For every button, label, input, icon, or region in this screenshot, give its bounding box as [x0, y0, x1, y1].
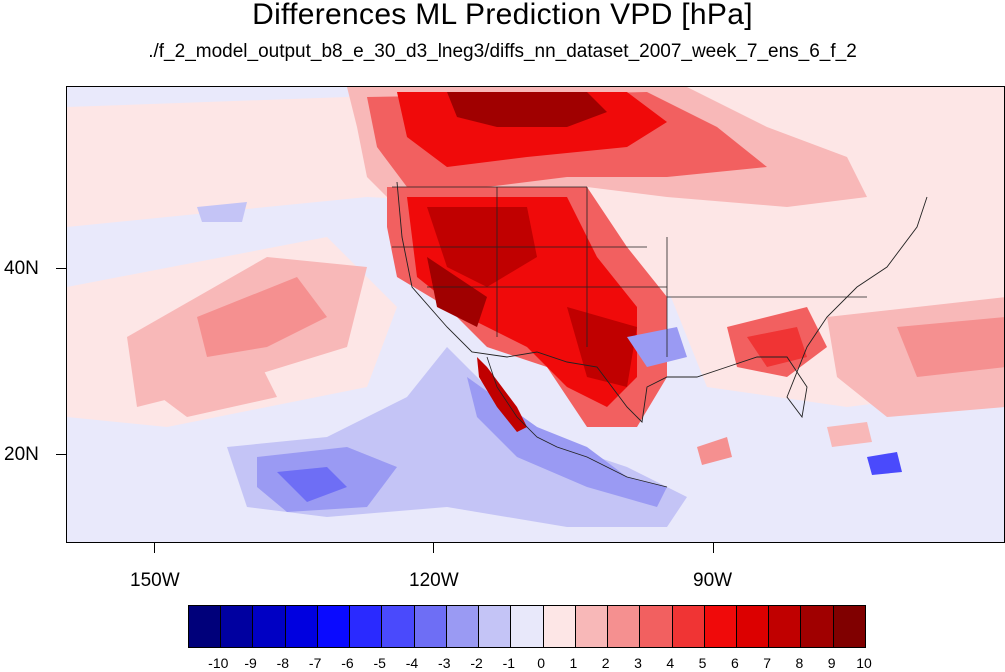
colorbar-label: 7	[763, 655, 772, 671]
colorbar	[188, 605, 866, 648]
lat-label-40n: 40N	[4, 258, 39, 279]
lon-label-90w: 90W	[693, 570, 733, 591]
colorbar-box	[608, 606, 641, 647]
colorbar-box	[769, 606, 802, 647]
colorbar-box	[801, 606, 834, 647]
colorbar-box	[704, 606, 737, 647]
colorbar-label: -6	[341, 655, 354, 671]
colorbar-box	[543, 606, 576, 647]
colorbar-box	[575, 606, 609, 647]
colorbar-box	[350, 606, 383, 647]
colorbar-box	[285, 606, 318, 647]
colorbar-box	[511, 606, 544, 647]
colorbar-label: -9	[244, 655, 257, 671]
map-panel	[66, 86, 1005, 543]
colorbar-box	[640, 606, 673, 647]
colorbar-label: 3	[634, 655, 642, 671]
colorbar-label: -7	[308, 655, 322, 671]
lon-tick-150w	[154, 543, 155, 553]
vpd-difference-field	[67, 87, 1004, 542]
colorbar-label: 1	[569, 655, 578, 671]
colorbar-label: -3	[438, 655, 451, 671]
colorbar-box	[833, 606, 865, 647]
lat-label-20n: 20N	[4, 444, 39, 465]
colorbar-box	[414, 606, 447, 647]
colorbar-box	[446, 606, 480, 647]
colorbar-label: -2	[470, 655, 483, 671]
chart-subtitle: ./f_2_model_output_b8_e_30_d3_lneg3/diff…	[148, 41, 857, 62]
colorbar-box	[672, 606, 705, 647]
colorbar-label: -1	[502, 655, 516, 671]
colorbar-label: 10	[856, 655, 872, 671]
colorbar-box	[317, 606, 351, 647]
colorbar-label: 5	[698, 655, 707, 671]
lon-tick-120w	[433, 543, 434, 553]
colorbar-label: 9	[827, 655, 836, 671]
colorbar-box	[189, 606, 222, 647]
lon-label-150w: 150W	[130, 570, 180, 591]
colorbar-label: -10	[208, 655, 229, 671]
colorbar-box	[479, 606, 512, 647]
colorbar-box	[382, 606, 415, 647]
colorbar-box	[736, 606, 770, 647]
colorbar-label: 2	[601, 655, 610, 671]
colorbar-label: -8	[276, 655, 290, 671]
colorbar-label: 6	[730, 655, 739, 671]
lon-tick-90w	[713, 543, 714, 553]
lat-tick-20n	[56, 454, 66, 455]
colorbar-label: 0	[537, 655, 546, 671]
lat-tick-40n	[56, 268, 66, 269]
colorbar-label: -5	[373, 655, 386, 671]
colorbar-box	[221, 606, 254, 647]
lon-label-120w: 120W	[409, 570, 459, 591]
colorbar-label: 4	[666, 655, 675, 671]
colorbar-label: 8	[795, 655, 804, 671]
chart-title: Differences ML Prediction VPD [hPa]	[252, 0, 753, 31]
colorbar-box	[253, 606, 286, 647]
colorbar-label: -4	[405, 655, 419, 671]
